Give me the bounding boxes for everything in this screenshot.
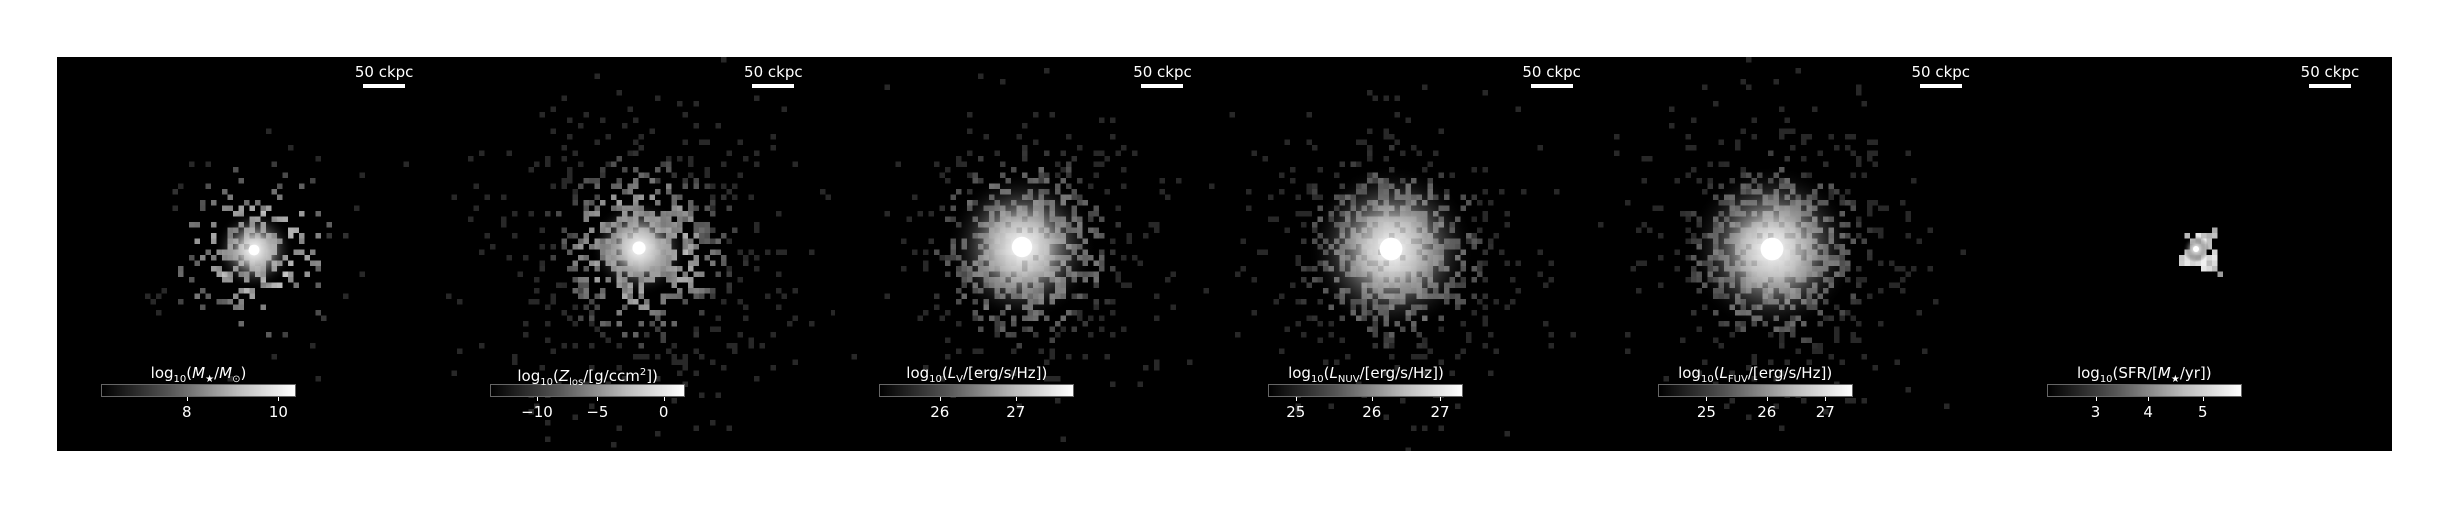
- colorbar-tick-label: −10: [521, 403, 553, 421]
- colorbar-tick-label: 26: [1757, 403, 1777, 421]
- colorbar-tick-label: 8: [182, 403, 192, 421]
- colorbar-gradient: [879, 384, 1075, 397]
- scale-bar: 50 ckpc: [1912, 63, 1970, 88]
- colorbar-tick: [1825, 397, 1827, 401]
- scale-bar-label: 50 ckpc: [1911, 63, 1971, 81]
- scale-bar-line: [2308, 84, 2351, 88]
- colorbar-ticks: 26 27: [879, 397, 1074, 421]
- colorbar-tick: [186, 397, 188, 401]
- scale-bar-label: 50 ckpc: [744, 63, 803, 81]
- colorbar-tick-label: 5: [2198, 403, 2208, 421]
- colorbar-title: log10(LV/[erg/s/Hz]): [906, 364, 1048, 385]
- colorbar-title: log10(M★/M⊙): [150, 364, 247, 385]
- colorbar-tick-label: 10: [268, 403, 288, 421]
- scale-bar-line: [363, 84, 406, 88]
- colorbar-tick: [2095, 397, 2097, 401]
- metallicity-map: [446, 57, 836, 448]
- colorbar-tick-label: 26: [1362, 403, 1382, 421]
- scale-bar-label: 50 ckpc: [1133, 63, 1192, 81]
- colorbar-title: log10(LFUV/[erg/s/Hz]): [1678, 364, 1833, 385]
- colorbar-tick: [2202, 397, 2204, 401]
- scale-bar-label: 50 ckpc: [2300, 63, 2360, 81]
- colorbar-ticks: 8 10: [101, 397, 296, 421]
- scale-bar-label: 50 ckpc: [1522, 63, 1581, 81]
- colorbar-tick: [1371, 397, 1373, 401]
- colorbar-tick-label: 27: [1815, 403, 1835, 421]
- sfr-map: [2178, 227, 2223, 277]
- colorbar-tick: [939, 397, 941, 401]
- colorbar: log10(LNUV/[erg/s/Hz]) 25 26 27: [1268, 364, 1464, 421]
- scale-bar-line: [1919, 84, 1962, 88]
- colorbar-tick-label: 25: [1696, 403, 1716, 421]
- image-strip: 50 ckpc log10(M★/M⊙) 8 10 50 ckpc log10(Z…: [57, 57, 2392, 451]
- lnuv-map: [1229, 84, 1604, 451]
- colorbar-tick: [1295, 397, 1297, 401]
- panel-metallicity: 50 ckpc log10(Zlos/[g/ccm2]) −10 −5 0: [446, 57, 836, 451]
- colorbar: log10(M★/M⊙) 8 10: [101, 364, 296, 421]
- scale-bar-label: 50 ckpc: [354, 63, 414, 81]
- colorbar: log10(LV/[erg/s/Hz]) 26 27: [879, 364, 1075, 421]
- panel-lfuv: 50 ckpc log10(LFUV/[erg/s/Hz]) 25 26 27: [1613, 57, 2003, 451]
- lfuv-map: [1613, 57, 1966, 431]
- colorbar-title: log10(LNUV/[erg/s/Hz]): [1288, 364, 1444, 385]
- scale-bar: 50 ckpc: [744, 63, 803, 88]
- colorbar-tick-label: 0: [658, 403, 669, 421]
- colorbar-tick: [1440, 397, 1442, 401]
- stellar-mass-map: [145, 128, 409, 382]
- scale-bar: 50 ckpc: [2301, 63, 2359, 88]
- colorbar-tick-label: 27: [1430, 403, 1450, 421]
- colorbar-gradient: [2046, 384, 2242, 397]
- scale-bar: 50 ckpc: [1133, 63, 1192, 88]
- scale-bar: 50 ckpc: [355, 63, 413, 88]
- colorbar-tick: [1015, 397, 1017, 401]
- colorbar-tick: [597, 397, 599, 401]
- colorbar: log10(SFR/[M★/yr]) 3 4 5: [2046, 364, 2242, 421]
- colorbar-tick: [663, 397, 665, 401]
- colorbar-ticks: −10 −5 0: [490, 397, 685, 421]
- scale-bar-line: [752, 84, 795, 88]
- panel-sfr: 50 ckpc log10(SFR/[M★/yr]) 3 4 5: [2003, 57, 2392, 451]
- colorbar-tick-label: 3: [2090, 403, 2101, 421]
- scale-bar-line: [1530, 84, 1573, 88]
- colorbar-tick: [1706, 397, 1708, 401]
- panel-lnuv: 50 ckpc log10(LNUV/[erg/s/Hz]) 25 26 27: [1224, 57, 1613, 451]
- colorbar-ticks: 25 26 27: [1658, 397, 1853, 421]
- panel-lv: 50 ckpc log10(LV/[erg/s/Hz]) 26 27: [835, 57, 1224, 451]
- colorbar-gradient: [490, 384, 686, 397]
- colorbar: log10(Zlos/[g/ccm2]) −10 −5 0: [490, 364, 686, 421]
- colorbar-tick-label: 26: [930, 403, 950, 421]
- colorbar-tick: [278, 397, 280, 401]
- colorbar-gradient: [1657, 384, 1853, 397]
- lv-map: [851, 68, 1215, 442]
- colorbar-tick-label: 4: [2143, 403, 2153, 421]
- colorbar: log10(LFUV/[erg/s/Hz]) 25 26 27: [1657, 364, 1853, 421]
- colorbar-title: log10(SFR/[M★/yr]): [2076, 364, 2212, 385]
- colorbar-tick: [1766, 397, 1768, 401]
- colorbar-tick: [536, 397, 538, 401]
- colorbar-ticks: 3 4 5: [2047, 397, 2242, 421]
- colorbar-gradient: [101, 384, 296, 397]
- colorbar-ticks: 25 26 27: [1268, 397, 1463, 421]
- panel-stellar-mass: 50 ckpc log10(M★/M⊙) 8 10: [57, 57, 446, 451]
- colorbar-tick-label: 25: [1286, 403, 1306, 421]
- scale-bar: 50 ckpc: [1522, 63, 1581, 88]
- scale-bar-line: [1141, 84, 1184, 88]
- colorbar-tick: [2148, 397, 2150, 401]
- colorbar-gradient: [1268, 384, 1464, 397]
- colorbar-tick-label: −5: [586, 403, 609, 421]
- colorbar-tick-label: 27: [1006, 403, 1026, 421]
- colorbar-title: log10(Zlos/[g/ccm2]): [517, 367, 658, 388]
